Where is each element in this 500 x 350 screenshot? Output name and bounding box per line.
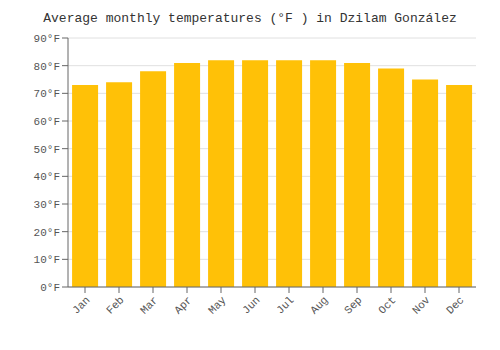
- svg-text:40°F: 40°F: [34, 171, 60, 183]
- svg-text:Feb: Feb: [104, 294, 126, 316]
- svg-text:Sep: Sep: [342, 294, 364, 316]
- svg-text:Mar: Mar: [138, 294, 160, 316]
- svg-text:Nov: Nov: [410, 294, 433, 317]
- svg-text:0°F: 0°F: [40, 282, 60, 294]
- svg-text:50°F: 50°F: [34, 144, 60, 156]
- svg-text:10°F: 10°F: [34, 254, 60, 266]
- svg-text:60°F: 60°F: [34, 116, 60, 128]
- svg-text:30°F: 30°F: [34, 199, 60, 211]
- svg-text:80°F: 80°F: [34, 61, 60, 73]
- svg-text:Jun: Jun: [240, 294, 262, 316]
- svg-text:May: May: [206, 294, 229, 317]
- svg-text:90°F: 90°F: [34, 33, 60, 45]
- svg-text:Apr: Apr: [172, 294, 194, 316]
- svg-text:Dec: Dec: [444, 294, 466, 316]
- svg-text:20°F: 20°F: [34, 227, 60, 239]
- svg-text:Jan: Jan: [70, 294, 92, 316]
- svg-text:Oct: Oct: [376, 294, 398, 316]
- svg-text:Jul: Jul: [274, 294, 296, 316]
- html-text:Average monthly temperatures (: Average monthly temperatures (°F ) in Dz…: [43, 11, 457, 26]
- svg-text:70°F: 70°F: [34, 88, 60, 100]
- svg-text:Aug: Aug: [308, 294, 330, 316]
